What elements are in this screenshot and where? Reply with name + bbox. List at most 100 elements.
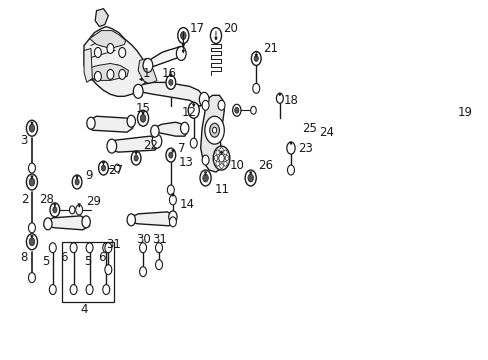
Text: 14: 14	[180, 198, 194, 211]
Polygon shape	[43, 216, 89, 230]
Circle shape	[75, 179, 79, 185]
Circle shape	[107, 44, 114, 54]
Circle shape	[168, 152, 173, 158]
Circle shape	[104, 265, 112, 275]
Circle shape	[250, 106, 256, 114]
Circle shape	[99, 161, 108, 175]
Text: 3: 3	[20, 134, 27, 147]
Text: 6: 6	[60, 251, 67, 264]
Circle shape	[214, 156, 217, 161]
Polygon shape	[89, 31, 125, 49]
Text: 23: 23	[297, 141, 312, 155]
Circle shape	[155, 243, 162, 253]
Circle shape	[104, 243, 112, 253]
Circle shape	[102, 243, 109, 253]
Circle shape	[218, 100, 224, 110]
Circle shape	[133, 84, 143, 98]
Polygon shape	[84, 49, 92, 82]
Circle shape	[178, 28, 188, 44]
Circle shape	[204, 116, 224, 144]
Circle shape	[50, 203, 60, 217]
Circle shape	[70, 243, 77, 253]
Text: 1: 1	[143, 67, 150, 80]
Circle shape	[87, 117, 95, 129]
Circle shape	[165, 148, 175, 162]
Text: 25: 25	[301, 122, 316, 135]
Circle shape	[168, 80, 173, 85]
Polygon shape	[84, 27, 146, 96]
Circle shape	[180, 32, 186, 40]
Polygon shape	[136, 82, 205, 106]
Circle shape	[29, 124, 35, 132]
Circle shape	[251, 51, 261, 66]
Circle shape	[101, 165, 105, 171]
Circle shape	[119, 48, 125, 58]
Text: 10: 10	[229, 158, 244, 172]
Circle shape	[26, 174, 38, 190]
Text: 22: 22	[143, 139, 158, 152]
Circle shape	[76, 205, 82, 215]
Polygon shape	[152, 122, 188, 136]
Circle shape	[107, 69, 114, 80]
Circle shape	[247, 174, 253, 182]
Circle shape	[287, 165, 294, 175]
Circle shape	[72, 175, 82, 189]
Circle shape	[252, 84, 259, 93]
Text: 28: 28	[39, 193, 54, 206]
Circle shape	[53, 207, 57, 213]
Circle shape	[139, 243, 146, 253]
Circle shape	[167, 185, 174, 195]
Polygon shape	[138, 58, 157, 84]
Circle shape	[199, 92, 208, 106]
Polygon shape	[87, 116, 134, 132]
Circle shape	[102, 285, 109, 294]
Circle shape	[49, 285, 56, 294]
Circle shape	[165, 75, 175, 89]
Circle shape	[49, 243, 56, 253]
Text: 21: 21	[263, 42, 278, 55]
Circle shape	[26, 120, 38, 136]
Text: 16: 16	[162, 67, 177, 80]
Circle shape	[143, 58, 152, 72]
Circle shape	[210, 28, 221, 44]
Circle shape	[254, 55, 258, 62]
Text: 26: 26	[257, 158, 272, 172]
Circle shape	[86, 243, 93, 253]
Circle shape	[137, 110, 148, 126]
Circle shape	[152, 134, 162, 148]
Text: 15: 15	[136, 102, 151, 115]
Circle shape	[69, 206, 75, 214]
Text: 29: 29	[86, 195, 101, 208]
Circle shape	[200, 170, 211, 186]
Circle shape	[114, 164, 120, 172]
Circle shape	[212, 127, 216, 133]
Circle shape	[70, 285, 77, 294]
Circle shape	[180, 122, 188, 134]
Circle shape	[213, 146, 229, 170]
Circle shape	[29, 238, 35, 246]
Polygon shape	[95, 9, 108, 27]
Circle shape	[150, 125, 159, 137]
Circle shape	[286, 142, 295, 154]
Circle shape	[28, 223, 35, 233]
Circle shape	[215, 150, 219, 155]
Text: 24: 24	[318, 126, 333, 139]
Circle shape	[43, 218, 52, 230]
Circle shape	[215, 161, 219, 166]
Text: 30: 30	[136, 233, 151, 246]
Text: 8: 8	[20, 251, 27, 264]
Circle shape	[127, 214, 135, 226]
Polygon shape	[108, 136, 160, 152]
Circle shape	[86, 285, 93, 294]
Circle shape	[216, 150, 223, 160]
Text: 13: 13	[178, 156, 193, 168]
Circle shape	[225, 156, 228, 161]
Circle shape	[127, 115, 135, 127]
Bar	[61, 242, 114, 302]
Circle shape	[224, 161, 227, 166]
Circle shape	[202, 155, 208, 165]
Circle shape	[219, 163, 223, 168]
Text: 20: 20	[223, 22, 237, 35]
Circle shape	[169, 195, 176, 205]
Text: 18: 18	[284, 94, 298, 107]
